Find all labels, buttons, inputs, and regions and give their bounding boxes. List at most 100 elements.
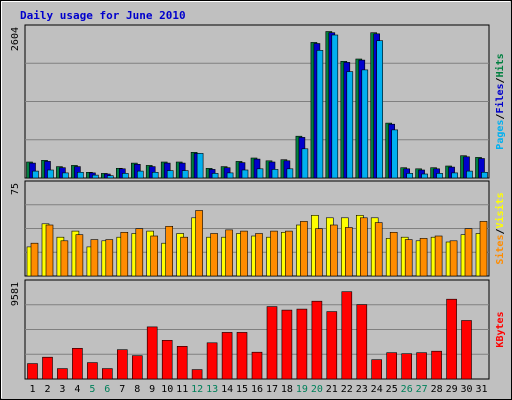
panel3-bar-highlight (238, 332, 246, 335)
day-label-23: 23 (356, 384, 368, 395)
panel1-bar-highlight (90, 173, 95, 175)
panel3-ymax-label: 9581 (10, 282, 21, 306)
panel3-bar-highlight (342, 292, 351, 294)
panel2-bar-highlight (57, 237, 63, 239)
panel2-bar-sites-day-13 (210, 233, 218, 277)
panel1-bar-highlight (302, 149, 307, 151)
panel1-bar-highlight (332, 35, 337, 37)
panel1-bar-highlight (404, 169, 409, 171)
panel1-bar-highlight (93, 175, 98, 177)
panel3-bar-highlight (103, 369, 112, 371)
panel3-bar-highlight (447, 299, 456, 301)
panel2-bar-sites-day-30 (464, 228, 473, 277)
panel3-bar-highlight (148, 327, 157, 329)
panel1-bar-highlight (228, 173, 233, 175)
panel1-bar-highlight (123, 173, 128, 176)
panel2-bar-highlight (166, 226, 172, 228)
panel2-bar-sites-day-15 (240, 230, 248, 277)
panel3-bar-highlight (178, 346, 187, 348)
panel3-bar-highlight (312, 301, 321, 303)
panel3-bar-kbytes-day-28 (431, 350, 442, 380)
panel1-bar-highlight (449, 167, 454, 169)
panel1-bar-highlight (135, 164, 140, 166)
panel2-bar-highlight (252, 236, 258, 238)
panel2-bar-highlight (271, 231, 277, 233)
panel3-bar-highlight (432, 351, 441, 353)
panel2-bar-highlight (301, 221, 307, 224)
panel1-bar-pages-day-24 (376, 40, 384, 179)
panel3-bar-highlight (73, 348, 82, 350)
panel1-bar-highlight (479, 159, 484, 161)
day-label-18: 18 (281, 384, 293, 395)
panel1-bar-pages-day-3 (62, 172, 69, 179)
legend-separator: / (495, 114, 506, 120)
panel2-bar-highlight (402, 237, 408, 239)
panel1-bar-highlight (347, 72, 352, 74)
day-label-11: 11 (176, 384, 188, 395)
day-label-9: 9 (149, 384, 155, 395)
panel1-bar-pages-day-23 (361, 69, 369, 179)
day-label-29: 29 (446, 384, 458, 395)
panel1-bar-highlight (108, 176, 113, 178)
panel2-bar-sites-day-25 (389, 232, 398, 277)
panel2-bar-highlight (207, 237, 213, 239)
panel1-bar-highlight (183, 171, 188, 173)
panel3-bar-kbytes-day-7 (117, 349, 128, 380)
panel2-bar-highlight (361, 218, 367, 220)
panel1-bar-highlight (389, 124, 394, 126)
panel3-bar-kbytes-day-10 (161, 339, 173, 380)
panel1-bar-highlight (60, 168, 65, 170)
panel2-bar-sites-day-18 (285, 230, 293, 277)
panel2-bar-highlight (72, 231, 78, 233)
panel2-bar-highlight (466, 229, 471, 231)
panel1-bar-pages-day-1 (32, 170, 39, 179)
panel2-bar-sites-day-3 (60, 240, 69, 277)
panel2-bar-highlight (222, 237, 228, 239)
panel3-bar-kbytes-day-25 (386, 352, 398, 380)
panel3-bar-kbytes-day-14 (221, 332, 233, 380)
panel2-bar-highlight (91, 240, 97, 242)
panel3-bar-highlight (268, 307, 276, 309)
panel1-bar-pages-day-19 (301, 148, 309, 179)
panel2-bar-highlight (372, 218, 378, 220)
panel2-bar-sites-day-8 (135, 228, 144, 277)
panel3-bar-highlight (402, 354, 411, 356)
panel1-bar-highlight (317, 50, 322, 53)
panel2-bar-highlight (192, 218, 198, 220)
panel2-bar-highlight (316, 229, 322, 231)
panel2-bar-highlight (327, 218, 333, 220)
panel2-bar-highlight (196, 211, 202, 213)
panel1-bar-highlight (284, 161, 289, 163)
panel1-bar-highlight (198, 153, 203, 156)
panel2-bar-highlight (391, 232, 397, 234)
panel1-bar-highlight (120, 169, 125, 171)
panel3-bar-highlight (118, 350, 127, 352)
panel2-bar-sites-day-1 (30, 242, 39, 277)
panel2-bar-sites-day-28 (434, 235, 443, 277)
panel2-bar-highlight (241, 231, 247, 233)
panel1-bar-pages-day-2 (47, 169, 54, 179)
panel1-bar-pages-day-15 (241, 169, 249, 179)
panel2-bar-sites-day-14 (225, 229, 233, 277)
panel1-bar-highlight (362, 70, 367, 72)
panel1-bar-pages-day-10 (166, 170, 174, 179)
legend-separator: / (495, 77, 506, 83)
day-label-27: 27 (416, 384, 428, 395)
legend-entry-files: Files (494, 83, 506, 113)
day-label-21: 21 (326, 384, 338, 395)
panel1-bar-pages-day-22 (346, 71, 354, 179)
panel2-bar-highlight (477, 234, 482, 236)
panel2-bar-highlight (421, 238, 427, 241)
panel1-bar-highlight (287, 169, 292, 171)
panel2-bar-sites-day-16 (255, 233, 263, 277)
panel2-bar-highlight (342, 218, 348, 220)
panel3-bar-kbytes-day-26 (401, 353, 413, 380)
panel2-bar-highlight (43, 224, 48, 226)
panel1-bar-pages-day-27 (421, 173, 428, 179)
panel3-bar-kbytes-day-3 (57, 368, 68, 380)
panel3-bar-kbytes-day-27 (416, 352, 427, 380)
panel1-bar-pages-day-20 (316, 50, 324, 179)
panel2-bar-highlight (177, 234, 183, 236)
panel3-bar-highlight (193, 370, 202, 372)
panel2-bar-sites-day-11 (180, 236, 188, 277)
